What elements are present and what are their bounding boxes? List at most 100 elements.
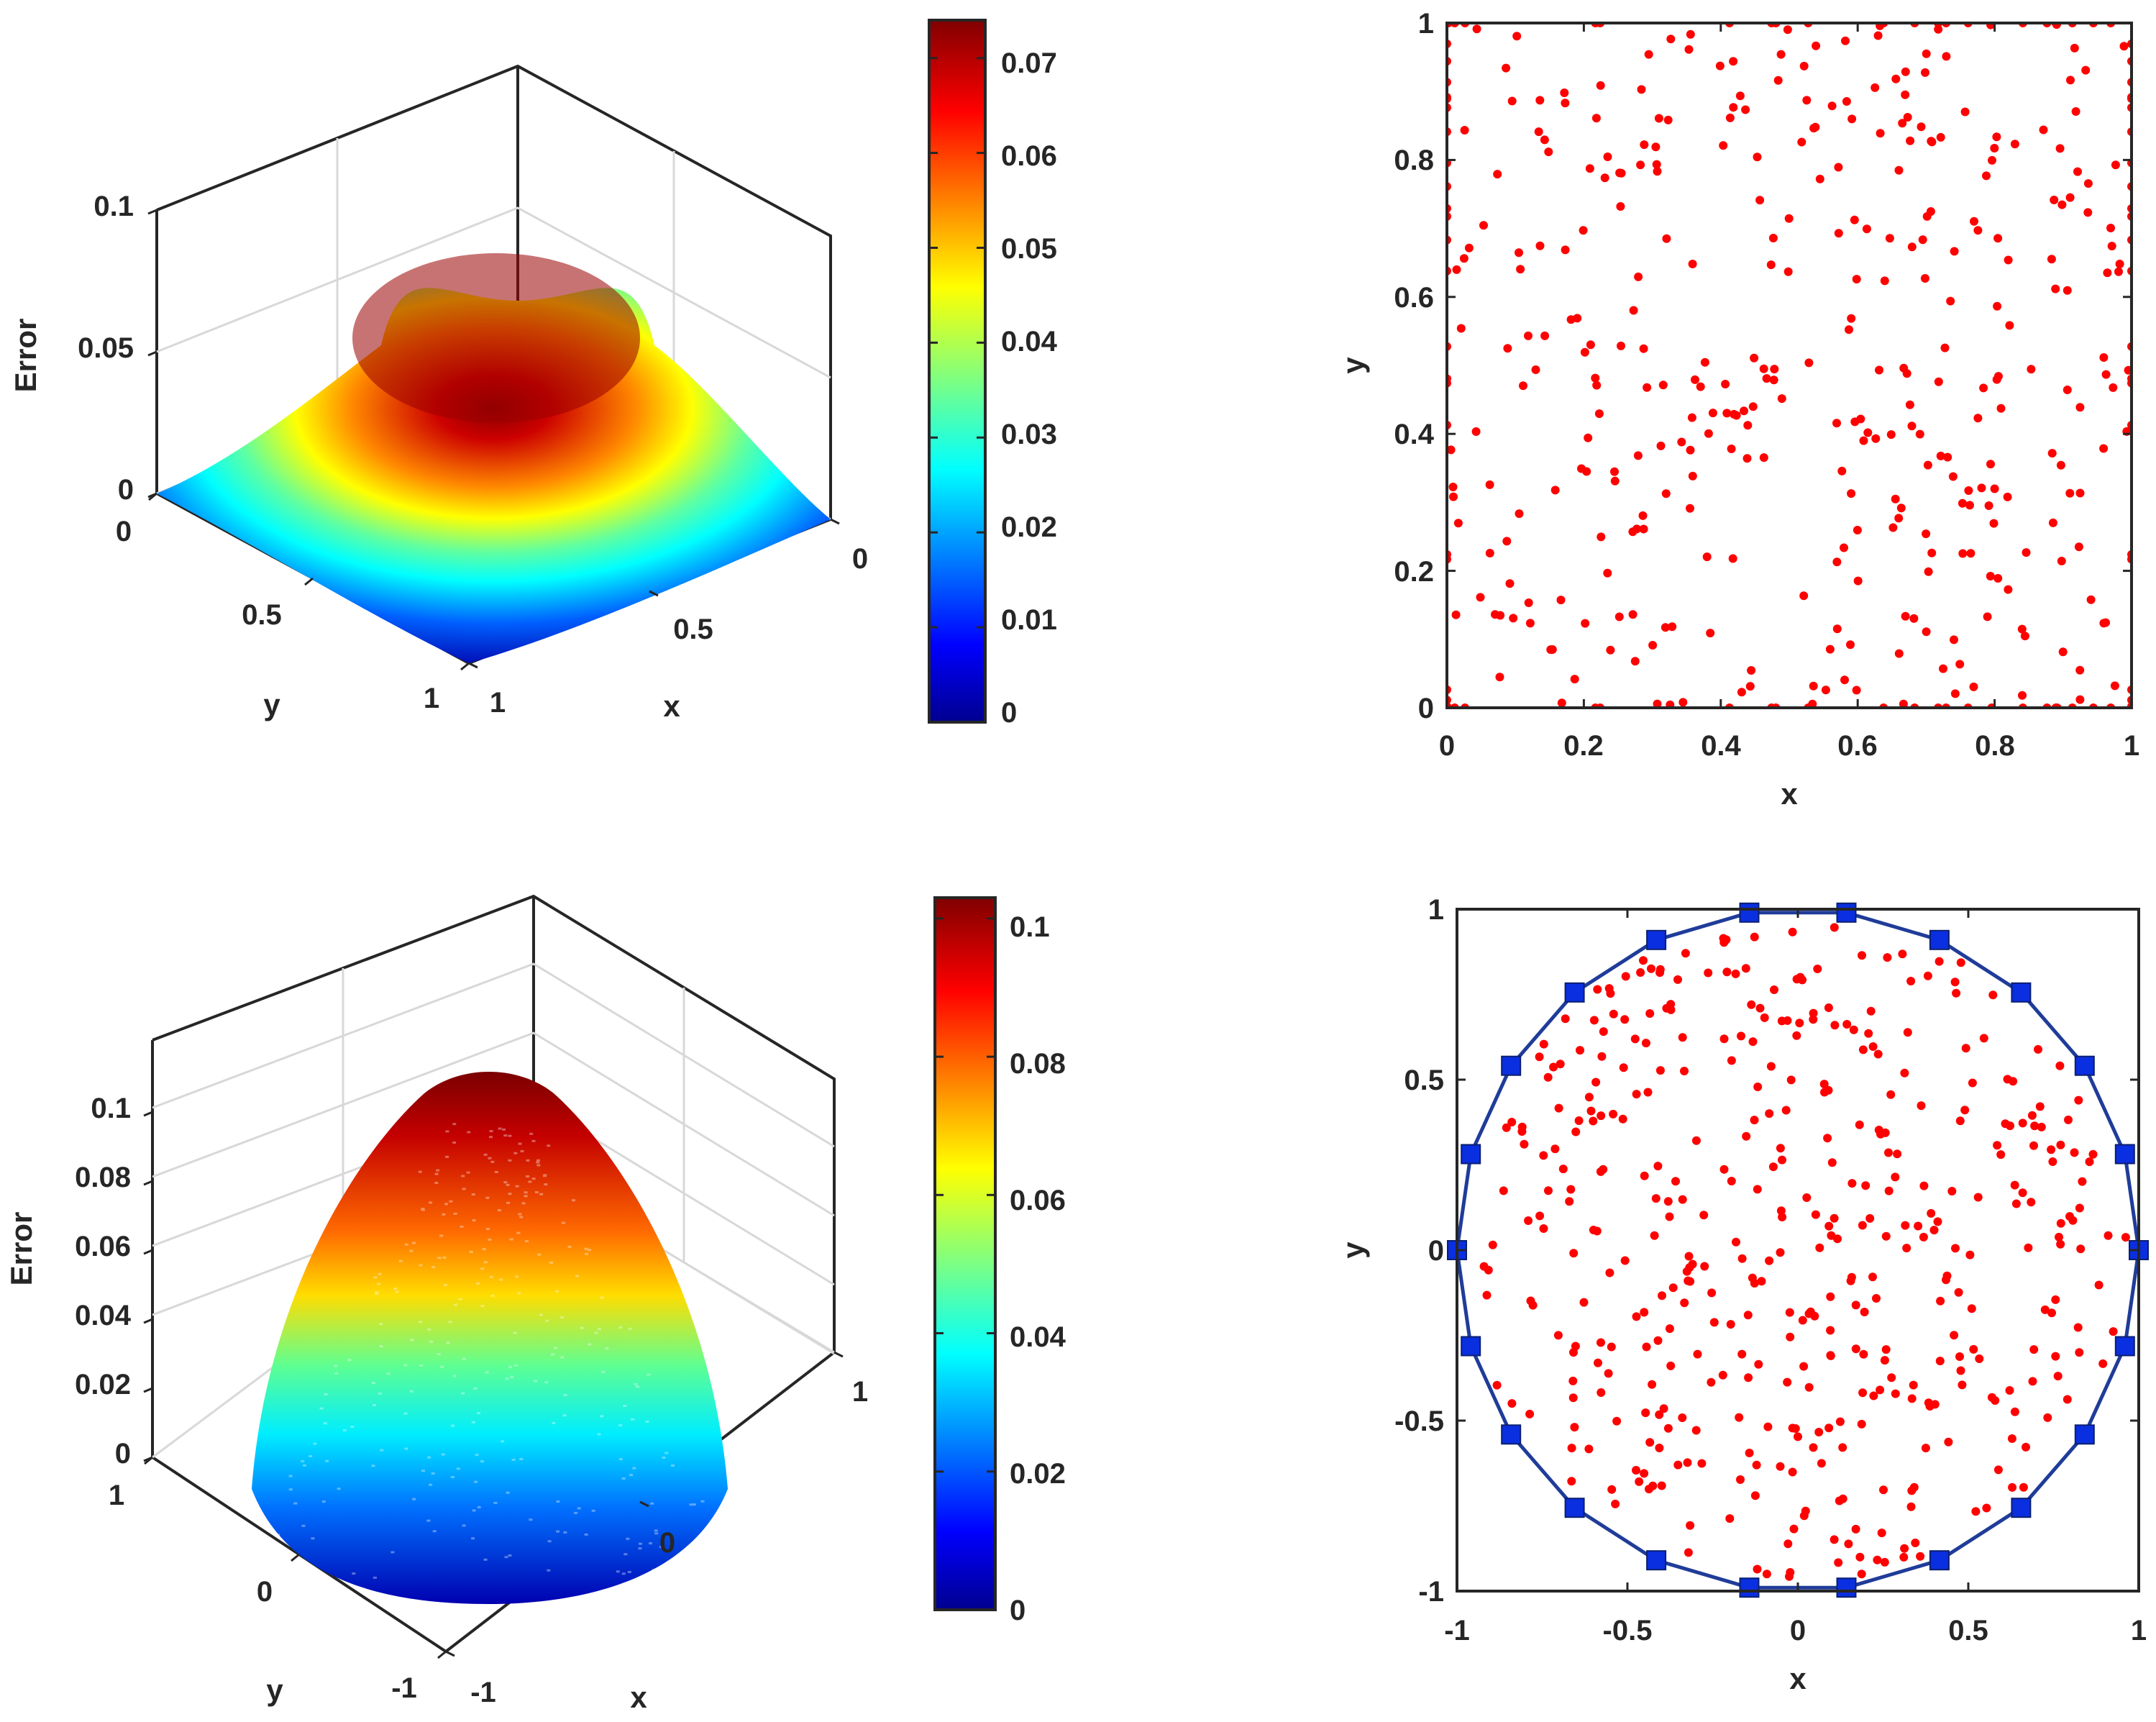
scatter-point <box>2111 160 2120 170</box>
scatter-point <box>1896 504 1906 513</box>
mesh-speckle <box>698 1566 702 1569</box>
scatter-point <box>1652 160 1661 169</box>
scatter-point <box>1648 1481 1658 1490</box>
scatter-point <box>2099 444 2109 453</box>
scatter-point <box>1773 76 1783 85</box>
scatter-point <box>1996 1150 2006 1160</box>
scatter-point <box>1742 1131 1751 1141</box>
scatter-point <box>1955 1352 1964 1361</box>
scatter-point <box>2029 1141 2038 1150</box>
scatter-point <box>1516 265 1525 274</box>
cb2-tick-0: 0 <box>1010 1595 1026 1626</box>
scatter-point <box>1909 1380 1918 1390</box>
x-tick-3-2: 1 <box>852 1376 868 1408</box>
scatter-point <box>1686 445 1695 455</box>
colorbar-1-bar <box>928 19 987 724</box>
mesh-speckle <box>647 1373 651 1376</box>
scatter-point <box>1809 1015 1818 1024</box>
scatter-point <box>1814 1428 1824 1436</box>
scatter-point <box>2024 1243 2033 1252</box>
mesh-speckle <box>461 1175 465 1177</box>
scatter-point <box>1899 699 1908 708</box>
scatter-point <box>1789 1524 1799 1534</box>
scatter-point <box>1579 1298 1589 1307</box>
scatter-point <box>1633 451 1643 460</box>
mesh-speckle <box>445 1130 449 1133</box>
y-tick-2-3: 0.6 <box>1394 282 1434 314</box>
mesh-speckle <box>537 1253 542 1256</box>
scatter-point <box>1906 977 1916 985</box>
mesh-speckle <box>563 1531 567 1534</box>
scatter-point <box>1859 436 1868 445</box>
scatter-point <box>1873 31 1883 40</box>
mesh-speckle <box>528 1180 532 1183</box>
scatter-point <box>1747 666 1756 675</box>
z-label-1: Error <box>9 319 42 393</box>
scatter-point <box>1745 682 1755 691</box>
mesh-speckle <box>597 1328 601 1331</box>
scatter-point <box>1604 1369 1613 1378</box>
scatter-point <box>1638 511 1648 520</box>
boundary-marker <box>1739 902 1760 923</box>
scatter-point <box>2063 1395 2072 1404</box>
scatter-point <box>1656 441 1666 450</box>
scatter-point <box>1840 543 1848 552</box>
scatter-point <box>1728 554 1737 563</box>
mesh-speckle <box>618 1458 623 1461</box>
mesh-speckle <box>539 1313 543 1316</box>
scatter-point <box>1704 429 1713 438</box>
scatter-point <box>1918 235 1927 245</box>
scatter-point <box>1753 152 1762 162</box>
mesh-speckle <box>508 1134 512 1137</box>
scatter-point <box>1891 1389 1900 1398</box>
scatter-point <box>1453 519 1463 528</box>
mesh-speckle <box>477 1505 481 1508</box>
mesh-speckle <box>513 1152 518 1154</box>
mesh-speckle <box>461 1392 465 1395</box>
scatter-point <box>1934 24 1943 34</box>
scatter-point <box>1821 685 1830 695</box>
scatter-point <box>1955 660 1965 669</box>
mesh-speckle <box>490 1160 495 1163</box>
x-tick-2-3: 0.6 <box>1837 730 1878 762</box>
scatter-point <box>1642 1342 1651 1352</box>
mesh-speckle <box>373 1276 378 1279</box>
scatter-point <box>1693 1349 1702 1359</box>
scatter-point <box>1884 1186 1894 1195</box>
scatter-point <box>2065 488 2075 498</box>
scatter-point <box>1802 1193 1812 1202</box>
mesh-speckle <box>347 1359 352 1362</box>
scatter-point <box>1893 1149 1902 1159</box>
scatter-point <box>1715 61 1725 70</box>
y-label-4: y <box>1336 1242 1370 1259</box>
scatter-point <box>1770 985 1778 994</box>
scatter-point <box>2037 1122 2046 1131</box>
mesh-speckle <box>482 1248 486 1251</box>
scatter-point <box>1592 381 1602 390</box>
mesh-speckle <box>412 1242 416 1244</box>
mesh-speckle <box>485 1196 490 1199</box>
mesh-speckle <box>488 1239 492 1241</box>
scatter-point <box>2070 43 2079 53</box>
scatter-point <box>1719 1165 1729 1174</box>
scatter-point <box>1834 229 1843 238</box>
scatter-point <box>1924 1398 1933 1408</box>
scatter-point <box>1561 245 1570 255</box>
scatter-point <box>1858 1045 1868 1054</box>
mesh-speckle <box>450 1476 455 1478</box>
scatter-point <box>1907 422 1917 431</box>
scatter-point <box>1610 476 1620 486</box>
mesh-speckle <box>572 1199 575 1202</box>
mesh-speckle <box>462 1357 466 1360</box>
scatter-point <box>2124 365 2132 375</box>
scatter-point <box>1943 452 1952 462</box>
scatter-point <box>1569 1348 1578 1357</box>
scatter-point <box>1502 63 1511 73</box>
surface-plot-1: 0 0.05 0.1 0 0.5 1 0 0.5 1 Error y x <box>9 64 868 723</box>
scatter-point <box>1663 1197 1673 1206</box>
mesh-speckle <box>539 1193 544 1195</box>
scatter-point <box>1987 1393 1996 1402</box>
scatter-point <box>1653 699 1662 708</box>
scatter-point <box>1696 382 1705 391</box>
scatter-point <box>1658 1291 1666 1300</box>
